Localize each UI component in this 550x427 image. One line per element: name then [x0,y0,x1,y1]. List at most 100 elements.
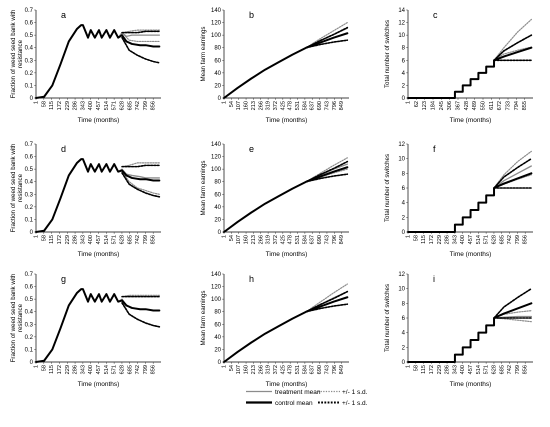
x-tick-label: 743 [324,365,330,374]
series-control-1-s-d [121,30,161,34]
x-tick-label: 531 [295,101,301,110]
y-tick-label: 0 [402,230,406,236]
y-tick-label: 0 [218,96,222,102]
y-tick-label: 60 [214,322,221,328]
y-tick-label: 0.5 [25,297,34,303]
y-tick-label: 40 [214,335,221,341]
x-tick-label: 1 [406,235,412,238]
y-tick-label: 40 [214,205,221,211]
x-tick-label: 58 [41,101,47,107]
series-control-1-s-d [305,173,349,183]
x-tick-label: 856 [151,101,157,110]
x-tick-label: 672 [497,101,503,110]
y-axis-title: Mean farm earnings [200,26,207,81]
x-tick-label: 115 [49,365,55,374]
x-tick-label: 849 [339,101,345,110]
x-tick-label: 229 [437,235,443,244]
x-tick-label: 229 [65,365,71,374]
y-tick-label: 80 [214,310,221,316]
x-tick-label: 107 [236,365,242,374]
y-tick-label: 0.4 [25,46,34,52]
x-axis-title: Time (months) [450,381,492,388]
y-tick-label: 120 [211,21,222,27]
x-tick-label: 531 [295,235,301,244]
y-tick-label: 0 [402,360,406,366]
y-tick-label: 0.1 [25,83,34,89]
x-tick-label: 685 [499,365,505,374]
y-tick-label: 140 [211,272,222,278]
x-tick-label: 58 [413,235,419,241]
y-tick-label: 6 [402,186,406,192]
x-tick-label: 584 [302,235,308,244]
y-tick-label: 20 [214,347,221,353]
y-tick-label: 0.7 [25,272,34,278]
series-treatment-mean [35,158,160,233]
x-tick-label: 1 [222,235,228,238]
y-axis-title-line: Fraction of weed seed bank with [10,9,17,98]
y-axis-title-line: Fraction of weed seed bank with [10,143,17,232]
x-tick-label: 514 [104,365,110,374]
x-tick-label: 343 [452,365,458,374]
x-tick-label: 571 [112,235,118,244]
y-tick-label: 60 [214,58,221,64]
y-tick-label: 60 [214,192,221,198]
y-tick-label: 10 [398,157,405,163]
x-tick-label: 690 [317,235,323,244]
legend: treatment mean +/- 1 s.d. control mean +… [246,389,368,407]
x-tick-label: 54 [229,365,235,371]
y-tick-label: 0.3 [25,58,34,64]
x-axis-title: Time (months) [266,117,308,124]
x-tick-label: 58 [41,365,47,371]
x-tick-label: 266 [258,101,264,110]
x-axis-title: Time (months) [78,251,120,258]
series-control-mean [35,24,161,99]
series-treatment-1-s-d [121,171,160,195]
series-control-1-s-d [493,34,533,62]
panel-label: b [249,10,254,20]
y-tick-label: 8 [402,171,406,177]
x-tick-label: 514 [476,365,482,374]
y-tick-label: 8 [402,301,406,307]
x-tick-label: 115 [421,365,427,374]
y-axis-title: Total number of switches [384,154,391,222]
series-control-mean [223,296,349,363]
x-tick-label: 367 [456,101,462,110]
y-tick-label: 6 [402,58,406,64]
y-axis-title-line: resistance [17,39,24,68]
series-control-1-s-d [493,287,533,319]
x-tick-label: 514 [104,235,110,244]
x-tick-label: 685 [127,101,133,110]
x-tick-label: 229 [65,101,71,110]
y-tick-label: 0.4 [25,310,34,316]
series-control-mean [223,32,349,99]
x-tick-label: 611 [489,101,495,110]
x-tick-label: 172 [429,235,435,244]
x-tick-label: 266 [258,235,264,244]
x-tick-label: 107 [236,101,242,110]
x-tick-label: 54 [229,101,235,107]
panel-label: i [433,274,435,284]
y-tick-label: 100 [211,297,222,303]
x-axis-title: Time (months) [78,381,120,388]
series-treatment-mean [35,24,160,99]
y-tick-label: 2 [402,215,406,221]
series-control-mean [407,46,533,99]
x-tick-label: 457 [468,235,474,244]
x-tick-label: 628 [119,365,125,374]
y-axis-title: Fraction of weed seed bank withresistanc… [10,9,24,98]
x-tick-label: 1 [34,365,40,368]
y-tick-label: 12 [398,142,405,148]
series-treatment-mean [407,34,532,99]
x-tick-label: 286 [73,101,79,110]
x-tick-label: 160 [244,365,250,374]
y-tick-label: 0.2 [25,71,34,77]
series-control-1-s-d [305,39,349,49]
series-treatment-1-s-d [305,21,348,49]
y-tick-label: 14 [398,8,405,14]
x-tick-label: 319 [266,365,272,374]
y-axis-title: Mean farm earnings [200,290,207,345]
y-tick-label: 4 [402,201,406,207]
series-control-mean [35,288,161,363]
x-tick-label: 478 [288,101,294,110]
y-axis-title: Total number of switches [384,284,391,352]
